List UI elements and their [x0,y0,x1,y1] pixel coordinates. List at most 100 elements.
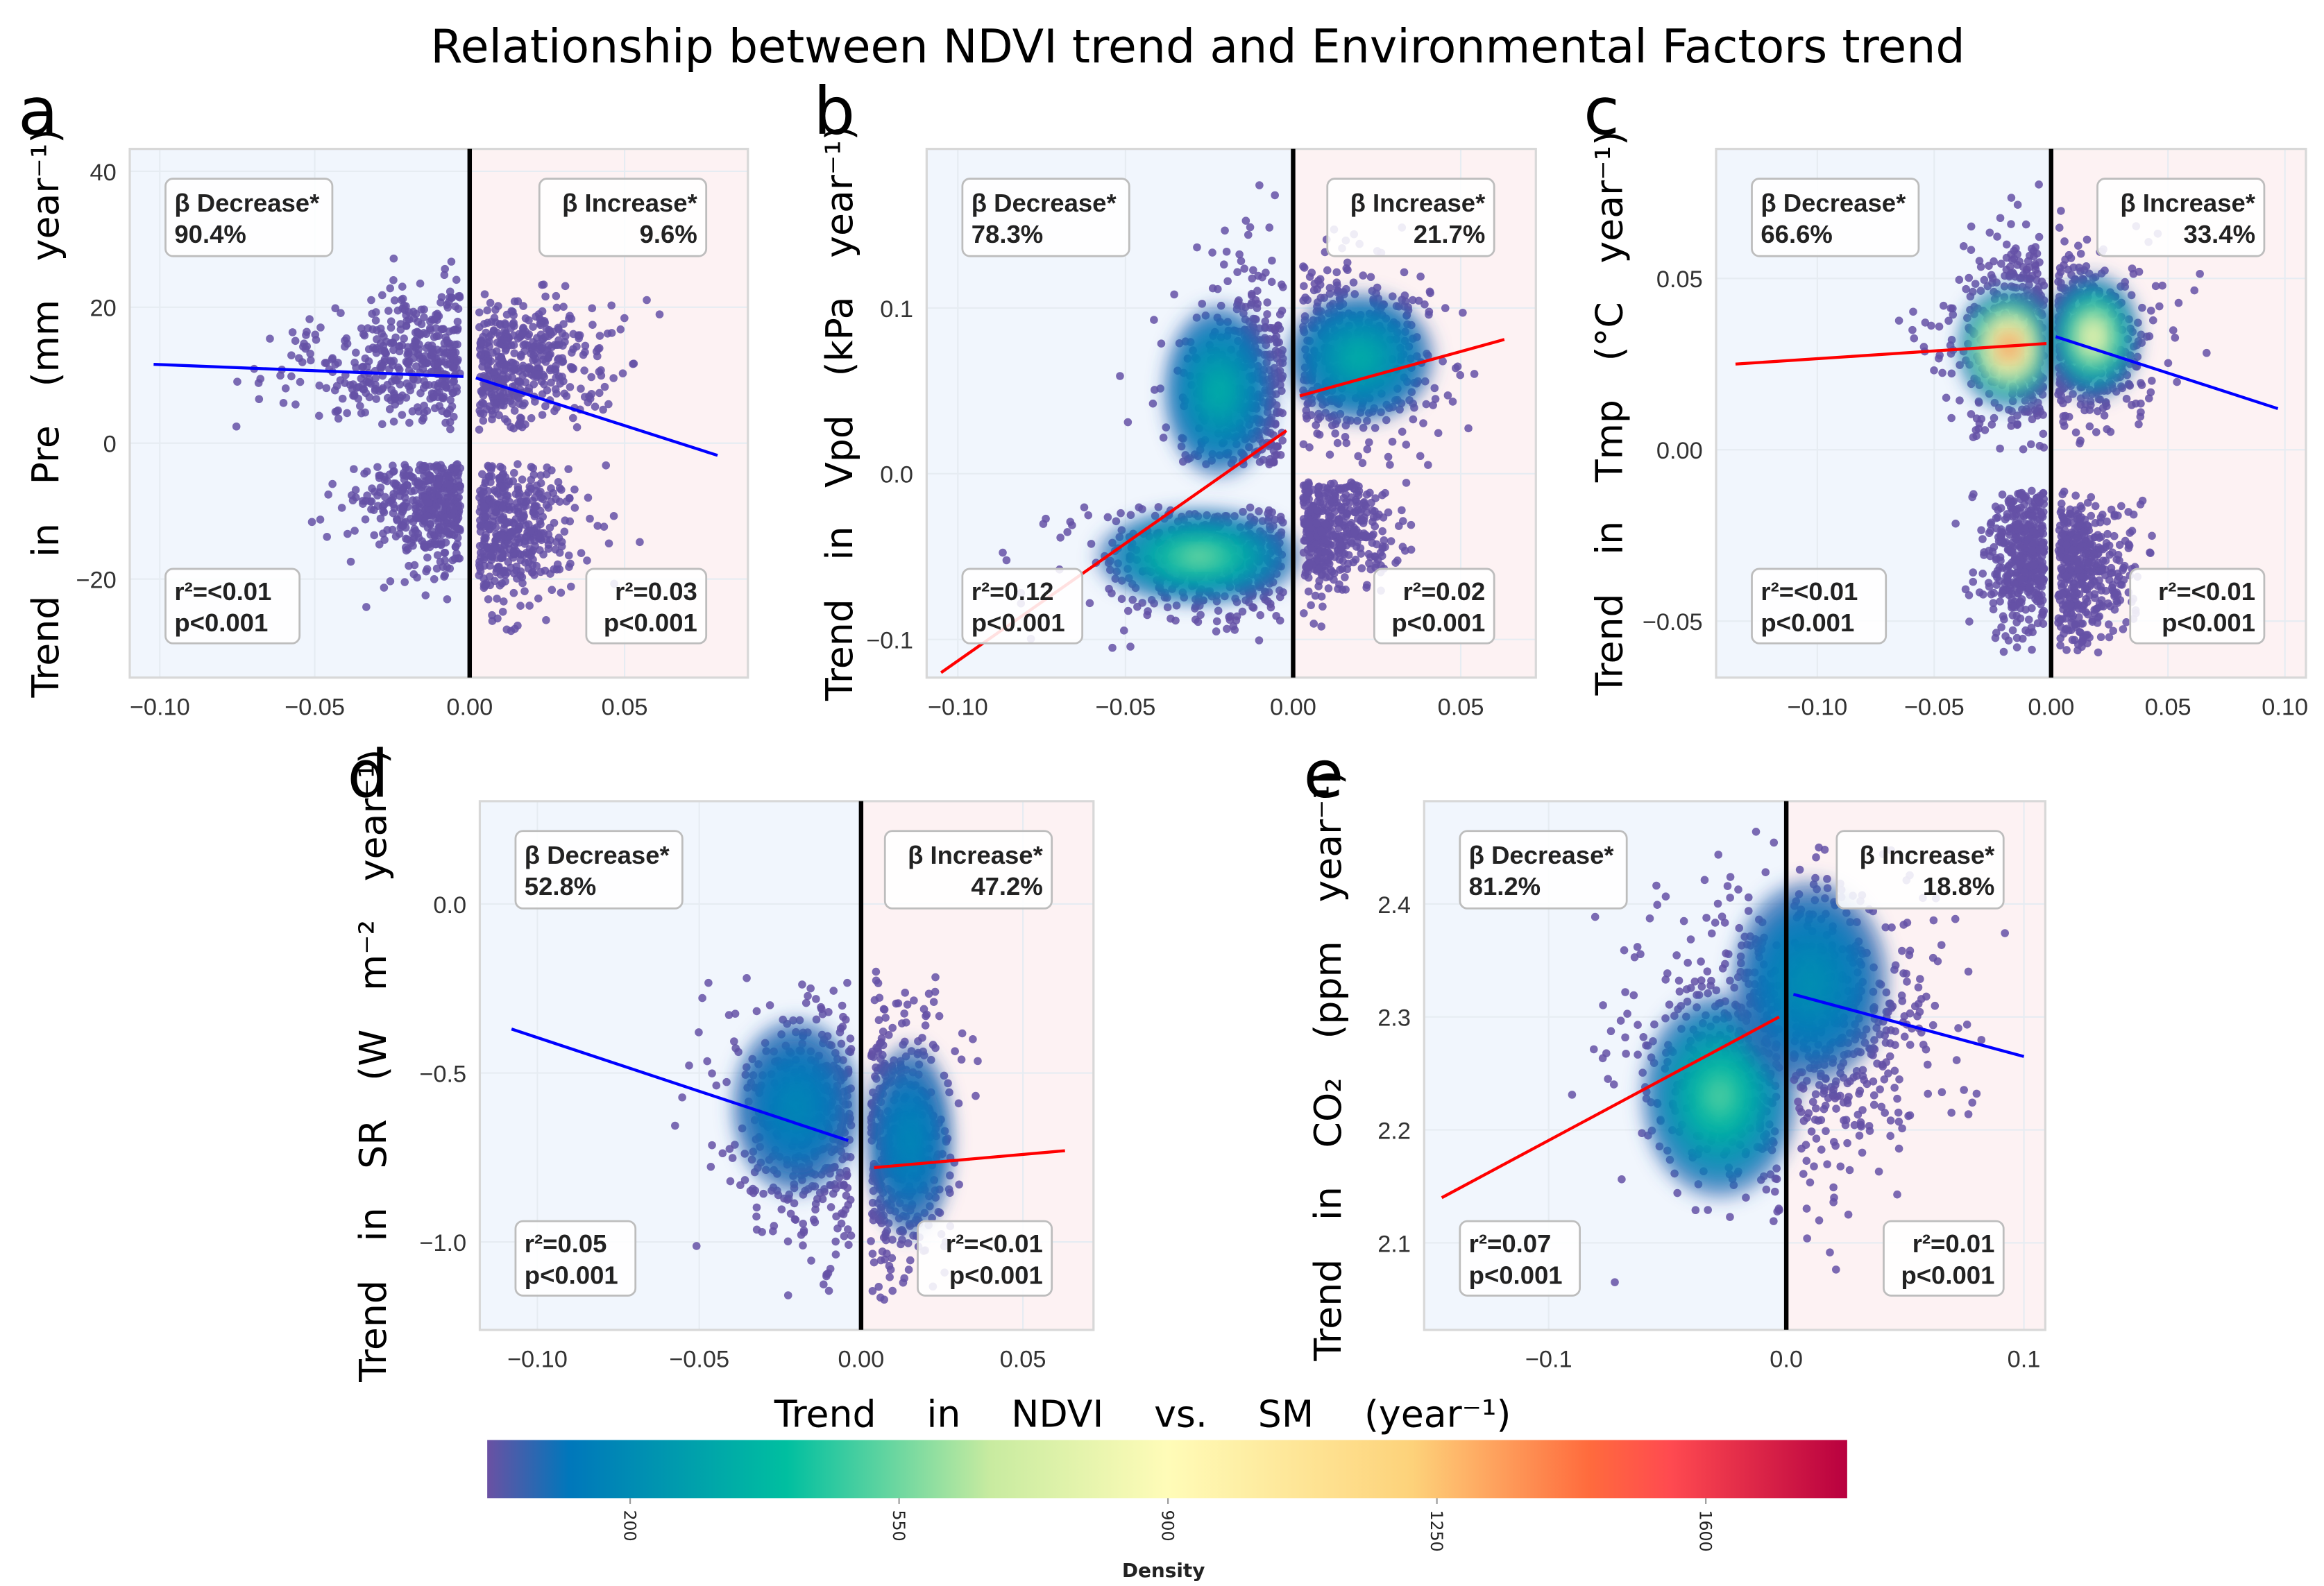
scatter-point [373,491,382,500]
scatter-point [416,279,425,288]
scatter-point [2026,520,2035,529]
scatter-point [1342,438,1351,447]
scatter-point [484,595,493,604]
y-tick-label: 0.1 [880,296,913,323]
scatter-point [1123,606,1133,615]
scatter-point [1299,440,1308,449]
scatter-point [2023,540,2031,548]
scatter-point [602,461,611,470]
scatter-point [498,355,506,364]
scatter-point [391,395,399,404]
scatter-point [443,336,451,345]
scatter-point [430,463,439,471]
scatter-point [1313,506,1321,515]
scatter-point [517,414,525,423]
scatter-point [494,563,502,572]
scatter-point [579,350,588,359]
scatter-point [516,352,525,361]
scatter-point [2085,422,2094,431]
scatter-point [1259,592,1268,602]
scatter-point [1324,584,1333,592]
scatter-point [328,354,337,363]
scatter-point [1198,300,1207,308]
scatter-point [254,379,263,387]
scatter-point [514,297,523,306]
scatter-point [1318,500,1328,508]
scatter-point [1946,341,1955,350]
increase-stats-box: r²=0.02p<0.001 [1373,568,1495,645]
scatter-point [375,471,384,480]
scatter-point [1271,191,1279,200]
scatter-point [1359,499,1368,507]
scatter-point [536,479,545,488]
scatter-point [510,349,519,357]
scatter-point [1272,450,1281,459]
scatter-point [527,527,536,535]
scatter-point [1962,284,1970,293]
scatter-point [1971,280,1980,288]
scatter-point [2005,495,2015,503]
scatter-point [1337,541,1346,550]
scatter-point [378,420,387,429]
scatter-point [1276,381,1284,389]
scatter-point [415,340,423,349]
scatter-point [2064,395,2072,404]
scatter-point [496,570,505,579]
scatter-point [328,479,337,488]
scatter-point [1360,513,1368,522]
scatter-point [371,386,380,395]
decrease-stats-box: r²=<0.01p<0.001 [164,568,301,645]
scatter-point [302,331,310,339]
scatter-point [476,339,485,348]
scatter-point [373,463,382,471]
scatter-point [1300,282,1308,291]
scatter-point [520,587,529,595]
scatter-point [360,469,368,478]
scatter-point [1265,513,1273,522]
scatter-point [407,487,416,496]
scatter-point [655,310,664,318]
decrease-r-squared: r²=0.12 [972,577,1054,606]
scatter-point [1323,266,1332,275]
scatter-point [1330,507,1339,515]
scatter-point [420,518,429,526]
scatter-point [2010,511,2019,520]
scatter-point [393,486,401,495]
scatter-point [537,493,545,502]
scatter-point [2039,411,2047,419]
scatter-point [412,309,421,318]
scatter-point [1967,246,1976,254]
scatter-point [440,548,449,557]
scatter-point [323,533,331,541]
scatter-point [2110,605,2119,614]
scatter-point [1408,296,1417,305]
scatter-point [2148,531,2156,540]
scatter-point [400,488,409,497]
scatter-point [1377,552,1386,561]
scatter-point [435,475,444,484]
scatter-point [1384,452,1393,461]
scatter-point [1246,503,1255,512]
scatter-point [1357,505,1366,513]
scatter-point [2106,427,2115,436]
scatter-point [2148,377,2156,385]
scatter-point [1956,396,1964,404]
scatter-point [1332,268,1341,277]
scatter-point [496,321,504,329]
scatter-point [542,615,550,624]
scatter-point [2016,273,2024,282]
panel-c: c−0.10 −0.05 0.00 0.05 0.100.050.00−0.05β De… [1584,74,2308,720]
y-tick-label: −0.1 [866,628,913,654]
scatter-point [2039,488,2048,497]
scatter-point [437,497,446,505]
scatter-point [1977,415,1986,423]
scatter-point [1981,426,1990,434]
scatter-point [389,389,398,398]
scatter-point [380,476,389,484]
density-contour [2086,327,2101,346]
scatter-point [408,381,416,390]
scatter-point [1999,647,2008,656]
scatter-point [343,409,351,418]
x-tick-label: 0.05 [1438,694,1484,720]
scatter-point [2196,269,2204,278]
